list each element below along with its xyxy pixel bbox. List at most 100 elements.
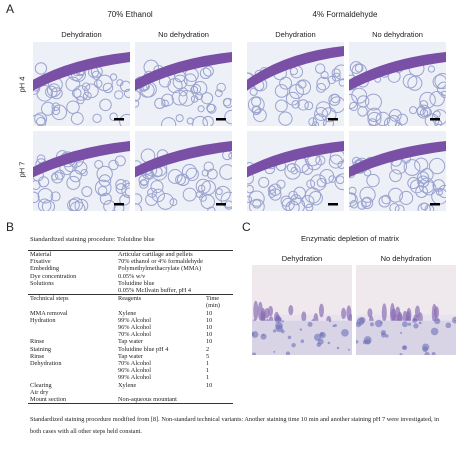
micrograph [356, 265, 456, 355]
micrograph [33, 42, 130, 126]
table-row: Rinse Tap water 5 [28, 353, 233, 360]
table-row: Hydration 99% Alcohol 10 [28, 317, 233, 324]
table-cell: Dehydration [30, 360, 62, 368]
column-header: Dehydration [61, 30, 102, 39]
table-cell: Toluidine blue pH 4 [118, 345, 169, 353]
table-cell: Reagents [116, 294, 204, 310]
table-cell: Clearing [30, 381, 52, 389]
table-cell: Tap water [118, 352, 143, 360]
table-cell: 1 [206, 367, 210, 375]
row-header: pH 7 [17, 161, 27, 178]
column-header: Dehydration [281, 254, 323, 263]
table-cell: 70% Alcohol [118, 360, 152, 368]
micrograph [349, 42, 446, 126]
table-cell: Dye concentration [30, 272, 77, 280]
table-cell: 5 [206, 352, 210, 360]
staining-table: Material Articular cartilage and pellets F… [28, 251, 233, 403]
column-header: No dehydration [372, 30, 423, 39]
group-title: 4% Formaldehyde [312, 10, 378, 19]
table-cell [28, 331, 116, 338]
table-cell: Staining [30, 345, 51, 353]
table-cell: 96% Alcohol [118, 324, 152, 332]
table-cell: Non-aqueous mountant [118, 396, 177, 404]
table-cell: 1 [206, 360, 210, 368]
table-cell: Air dry [30, 388, 49, 396]
table-row: Dye concentration 0.05% w/v [28, 273, 233, 280]
micrograph [135, 42, 232, 126]
table-cell: Tap water [118, 338, 143, 346]
table-cell: 2 [206, 345, 210, 353]
table-cell: Toluidine blue [118, 279, 155, 287]
table-row: Staining Toluidine blue pH 4 2 [28, 346, 233, 353]
table-cell: 99% Alcohol [118, 316, 152, 324]
table-cell: 0.05% w/v [118, 272, 146, 280]
table-cell: Rinse [30, 338, 45, 346]
table-cell: Xylene [118, 309, 137, 317]
table-cell: Embedding [30, 265, 60, 273]
table-row: Dehydration 70% Alcohol 1 [28, 360, 233, 367]
panel-label: A [6, 2, 15, 16]
table-row: 99% Alcohol 1 [28, 374, 233, 381]
table-cell: Mount section [30, 396, 67, 404]
table-row: 0.05% McIlvain buffer, pH 4 [28, 287, 233, 295]
table-cell [28, 324, 116, 331]
table-cell: Time (min) [204, 294, 233, 310]
table-cell: Rinse [30, 352, 45, 360]
table-row: Material Articular cartilage and pellets [28, 251, 233, 258]
table-wrap: Material Articular cartilage and pellets F… [28, 250, 233, 405]
group-title: 70% Ethanol [107, 10, 153, 19]
panel-title: Enzymatic depletion of matrix [301, 234, 399, 243]
table-row: Rinse Tap water 10 [28, 338, 233, 345]
table-cell [204, 389, 233, 396]
table-cell: Articular cartilage and pellets [118, 251, 193, 258]
table-cell: Technical steps [28, 294, 116, 310]
table-cell: 96% Alcohol [118, 367, 152, 375]
micrograph [33, 131, 130, 211]
table-row: 96% Alcohol 1 [28, 367, 233, 374]
table-cell [116, 389, 204, 396]
table-cell: 10 [206, 381, 213, 389]
micrograph [135, 131, 232, 211]
micrograph [247, 131, 344, 211]
table-row: Mount section Non-aqueous mountant [28, 396, 233, 403]
table-cell: Fixative [30, 258, 51, 266]
table-cell: 99% Alcohol [118, 374, 152, 382]
table-cell [28, 287, 116, 295]
table-row: Air dry [28, 389, 233, 396]
table-footnote: Standardized staining procedure modified… [30, 416, 440, 435]
micrograph [247, 42, 344, 126]
table-cell: 0.05% McIlvain buffer, pH 4 [118, 287, 192, 295]
table-cell [28, 374, 116, 381]
table-row: 70% Alcohol 10 [28, 331, 233, 338]
table-row: Solutions Toluidine blue [28, 280, 233, 287]
table-cell: Hydration [30, 316, 56, 324]
table-row: Fixative 70% ethanol or 4% formaldehyde [28, 258, 233, 265]
column-header: Dehydration [275, 30, 316, 39]
table-cell: 10 [206, 309, 213, 317]
table-cell: Xylene [118, 381, 137, 389]
table-cell [28, 367, 116, 374]
panel-label: C [242, 220, 251, 234]
micrograph [349, 131, 446, 211]
panel-label: B [6, 220, 15, 234]
micrograph [252, 265, 352, 355]
table-cell: 10 [206, 331, 213, 339]
table-cell: Polymethylmethacrylate (MMA) [118, 265, 202, 273]
table-cell: 10 [206, 324, 213, 332]
table-cell: 70% Alcohol [118, 331, 152, 339]
table-cell: Material [30, 251, 52, 258]
table-cell: MMA removal [30, 309, 68, 317]
row-header: pH 4 [17, 76, 27, 93]
column-header: No dehydration [158, 30, 209, 39]
table-title: Standardized staining procedure: Toluidi… [30, 236, 155, 243]
table-cell: Solutions [30, 279, 54, 287]
table-row: Clearing Xylene 10 [28, 382, 233, 389]
table-cell: 10 [206, 338, 213, 346]
column-header: No dehydration [380, 254, 432, 263]
table-cell: 70% ethanol or 4% formaldehyde [118, 258, 203, 266]
table-cell: 1 [206, 374, 210, 382]
table-row: Embedding Polymethylmethacrylate (MMA) [28, 265, 233, 272]
table-row: 96% Alcohol 10 [28, 324, 233, 331]
table-row: Technical steps Reagents Time (min) [28, 294, 233, 310]
